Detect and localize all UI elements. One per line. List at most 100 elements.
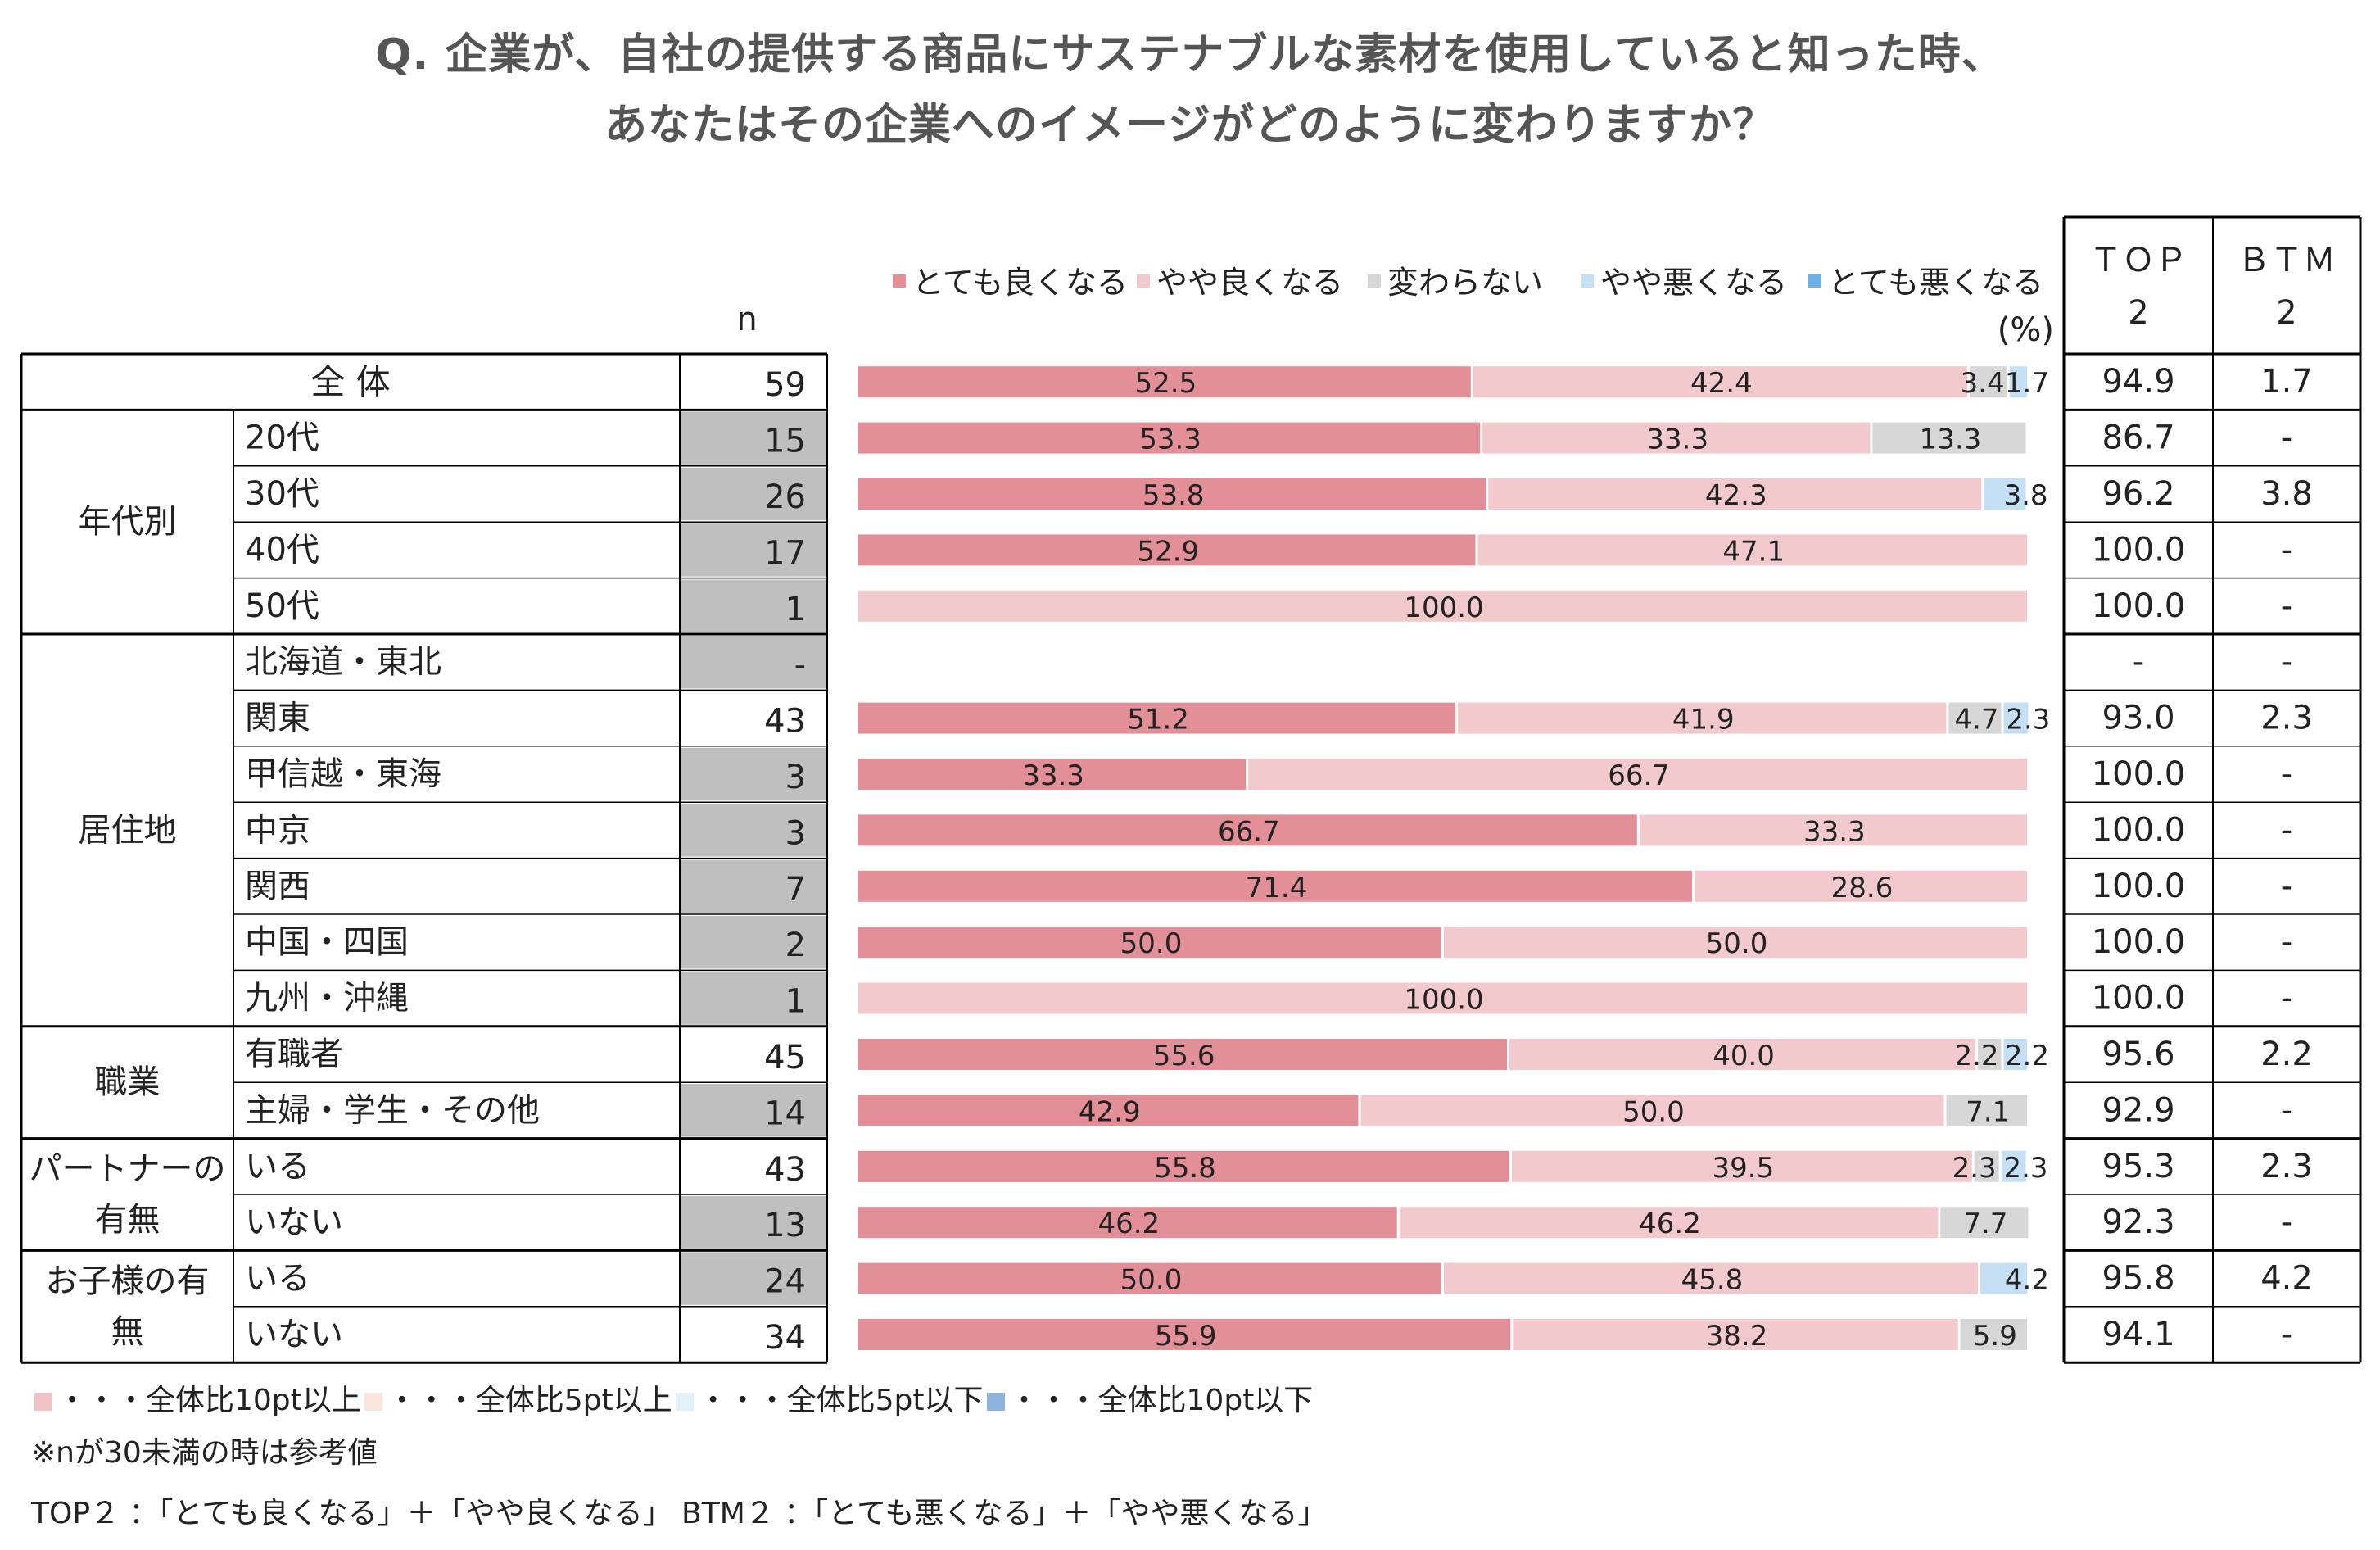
bar-value-label: 28.6: [1831, 872, 1894, 904]
bar-value-label: 40.0: [1713, 1040, 1775, 1072]
bar-value-label: 66.7: [1608, 759, 1670, 792]
btm2-value: -: [2281, 811, 2292, 849]
top2-value: 92.9: [2102, 1091, 2174, 1129]
bar-value-label: 55.8: [1154, 1152, 1216, 1185]
footer-note: ※nが30未満の時は参考値: [31, 1436, 378, 1470]
bar-segment: [858, 1319, 1511, 1350]
legend-swatch: [1137, 274, 1150, 288]
legend-swatch: [893, 274, 906, 288]
n-value: 24: [764, 1263, 806, 1301]
bar-segment: [858, 759, 1247, 790]
bar-segment: [1458, 702, 1947, 734]
bar-value-label: 33.3: [1803, 815, 1866, 848]
top2-value: 93.0: [2102, 700, 2174, 737]
n-value: 43: [764, 1151, 806, 1189]
bar-segment: [858, 1095, 1359, 1126]
footer-key-swatch: [364, 1393, 382, 1411]
row-label: 関東: [245, 700, 310, 737]
bar-segment: [1978, 1039, 2002, 1070]
bar-value-label: 52.5: [1135, 367, 1197, 400]
bar-value-label: 1.7: [2005, 367, 2049, 400]
bar-segment: [858, 1039, 1508, 1070]
n-cell-shade: [681, 579, 826, 632]
group-label: 職業: [95, 1063, 161, 1101]
bar-segment: [1940, 1207, 2029, 1239]
top2-value: 86.7: [2102, 419, 2174, 457]
legend-label: やや悪くなる: [1600, 265, 1787, 301]
n-value: 1: [785, 591, 806, 628]
top2-value: 94.1: [2102, 1316, 2174, 1353]
legend-swatch: [1581, 274, 1594, 288]
btm2-value: -: [2281, 1091, 2292, 1129]
bar-value-label: 4.7: [1954, 704, 1998, 736]
bar-value-label: 50.0: [1120, 1264, 1183, 1297]
bar-segment: [858, 927, 1441, 959]
n-value: 43: [764, 703, 806, 741]
row-label: いない: [245, 1203, 343, 1241]
bar-value-label: 5.9: [1973, 1320, 2017, 1353]
bar-segment: [858, 1150, 1509, 1182]
bar-segment: [1488, 478, 1982, 510]
n-value: 13: [764, 1207, 806, 1244]
row-label: 20代: [245, 419, 319, 457]
btm2-value: -: [2281, 531, 2292, 569]
bar-value-label: 42.3: [1705, 479, 1767, 512]
bar-segment: [1984, 478, 2026, 510]
row-label: 30代: [245, 475, 319, 513]
bar-segment: [1513, 1319, 1958, 1350]
bar-value-label: 4.2: [2005, 1264, 2049, 1297]
bar-segment: [858, 366, 1471, 398]
btm2-value: 2.3: [2260, 700, 2313, 737]
group-label: パートナーの: [29, 1150, 226, 1188]
group-label: 無: [111, 1313, 144, 1351]
bar-value-label: 50.0: [1622, 1095, 1685, 1128]
bar-segment: [1639, 814, 2027, 846]
btm2-value: -: [2281, 587, 2292, 625]
n-cell-shade: [681, 1084, 826, 1137]
bar-value-label: 39.5: [1713, 1152, 1775, 1185]
bar-value-label: 47.1: [1722, 535, 1785, 568]
top2-value: 95.3: [2102, 1148, 2174, 1185]
bar-value-label: 100.0: [1404, 984, 1483, 1017]
n-value: 17: [764, 534, 806, 572]
bar-value-label: 53.8: [1142, 479, 1205, 512]
top2-header: ＴＯＰ: [2089, 242, 2188, 279]
bar-value-label: 2.2: [2005, 1040, 2049, 1072]
n-cell-shade: [681, 467, 826, 521]
legend-swatch: [1808, 274, 1821, 288]
bar-value-label: 50.0: [1120, 927, 1183, 960]
row-label: 有職者: [245, 1036, 343, 1073]
bar-segment: [1509, 1039, 1976, 1070]
n-cell-shade: [681, 523, 826, 577]
top2-value: 100.0: [2092, 811, 2186, 849]
top2-value: 100.0: [2092, 980, 2186, 1017]
legend-label: やや良くなる: [1156, 265, 1343, 301]
footer-key-swatch: [675, 1393, 694, 1411]
legend-label: とても悪くなる: [1828, 265, 2043, 301]
n-value: 7: [785, 871, 806, 909]
n-cell-shade: [681, 411, 826, 465]
btm2-header: ＢＴＭ: [2237, 242, 2336, 279]
bar-segment: [1248, 759, 2027, 790]
bar-segment: [858, 702, 1456, 734]
top2-value: 96.2: [2102, 475, 2174, 513]
bar-value-label: 42.9: [1079, 1095, 1141, 1128]
row-label: いる: [245, 1260, 310, 1298]
bar-segment: [1399, 1207, 1939, 1239]
btm2-value: -: [2281, 868, 2292, 905]
bar-segment: [1948, 702, 2002, 734]
btm2-value: 1.7: [2260, 363, 2313, 401]
bar-value-label: 100.0: [1404, 591, 1483, 624]
group-label: 全 体: [310, 362, 390, 402]
bar-value-label: 33.3: [1646, 424, 1708, 456]
n-value: 26: [764, 478, 806, 516]
footer-key-swatch: [986, 1393, 1005, 1411]
footer-key-swatch: [34, 1393, 52, 1411]
bar-segment: [1444, 1262, 1978, 1294]
n-cell-shade: [681, 636, 826, 689]
bar-segment: [1482, 422, 1871, 454]
row-label: 北海道・東北: [245, 643, 441, 681]
top2-value: 100.0: [2092, 755, 2186, 793]
n-column-header: n: [736, 301, 757, 338]
bar-segment: [858, 590, 2027, 622]
